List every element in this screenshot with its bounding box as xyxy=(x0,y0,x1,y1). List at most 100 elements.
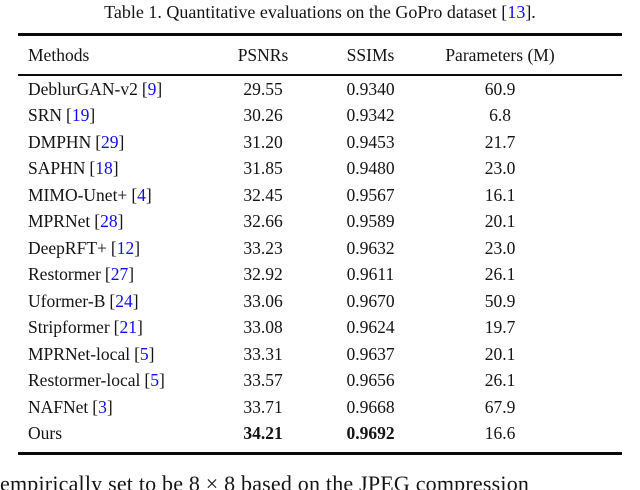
citation-link[interactable]: 12 xyxy=(116,237,135,258)
citation-bracket: ] xyxy=(112,158,119,179)
caption-text: ]. xyxy=(525,2,536,22)
psnr-cell: 33.06 xyxy=(243,290,283,311)
method-cell: MPRNet [28] xyxy=(18,211,213,232)
method-cell: MPRNet-local [5] xyxy=(18,344,213,365)
header-parameters: Parameters (M) xyxy=(445,44,555,65)
params-cell: 20.1 xyxy=(484,211,516,232)
citation-bracket: [ xyxy=(144,370,151,391)
citation-bracket: [ xyxy=(131,184,138,205)
citation-link[interactable]: 3 xyxy=(98,396,107,417)
method-cell: DMPHN [29] xyxy=(18,132,213,153)
citation-bracket: ] xyxy=(145,184,152,205)
citation-bracket: [ xyxy=(113,317,120,338)
table-body: DeblurGAN-v2 [9] 29.55 0.9340 60.9 SRN [19] 30.… xyxy=(18,76,622,447)
table-row: Restormer-local [5] 33.57 0.9656 26.1 xyxy=(18,368,622,395)
citation-link[interactable]: 9 xyxy=(147,78,157,99)
method-name: Restormer xyxy=(28,264,101,285)
table-row: SRN [19] 30.26 0.9342 6.8 xyxy=(18,103,622,130)
citation-bracket: ] xyxy=(89,105,96,126)
method-cell: SRN [19] xyxy=(18,105,213,126)
psnr-cell: 33.23 xyxy=(243,237,283,258)
table-row: Uformer-B [24] 33.06 0.9670 50.9 xyxy=(18,288,622,315)
table-row: DMPHN [29] 31.20 0.9453 21.7 xyxy=(18,129,622,156)
method-name: Restormer-local xyxy=(28,370,141,391)
table-row: MIMO-Unet+ [4] 32.45 0.9567 16.1 xyxy=(18,182,622,209)
psnr-cell: 32.45 xyxy=(243,184,283,205)
citation-link[interactable]: 4 xyxy=(137,184,146,205)
ssim-cell: 0.9453 xyxy=(346,131,395,152)
method-cell: DeepRFT+ [12] xyxy=(18,238,213,259)
citation-bracket: ] xyxy=(118,131,125,152)
citation-link[interactable]: 21 xyxy=(119,317,137,338)
citation-bracket: [ xyxy=(92,396,99,417)
ssim-cell: 0.9480 xyxy=(346,158,395,179)
citation-bracket: [ xyxy=(109,290,116,311)
method-name: DMPHN xyxy=(28,131,92,152)
header-ssims: SSIMs xyxy=(346,44,395,65)
table-row: NAFNet [3] 33.71 0.9668 67.9 xyxy=(18,394,622,421)
psnr-cell: 34.21 xyxy=(243,423,283,444)
psnr-cell: 33.57 xyxy=(243,370,283,391)
method-name: MPRNet-local xyxy=(28,343,131,364)
header-methods: Methods xyxy=(28,44,90,65)
citation-bracket: ] xyxy=(117,211,124,232)
citation-link[interactable]: 24 xyxy=(115,290,133,311)
psnr-cell: 30.26 xyxy=(243,105,283,126)
params-cell: 19.7 xyxy=(484,317,516,338)
ssim-cell: 0.9611 xyxy=(346,264,395,285)
method-name: DeblurGAN-v2 xyxy=(28,78,138,99)
method-cell: Uformer-B [24] xyxy=(18,291,213,312)
table-caption: Table 1. Quantitative evaluations on the… xyxy=(0,1,640,23)
header-psnrs: PSNRs xyxy=(237,44,289,65)
psnr-cell: 33.71 xyxy=(243,396,283,417)
table-row: Restormer [27] 32.92 0.9611 26.1 xyxy=(18,262,622,289)
method-name: DeepRFT+ xyxy=(28,237,107,258)
params-cell: 26.1 xyxy=(484,264,516,285)
citation-link[interactable]: 5 xyxy=(139,343,149,364)
params-cell: 21.7 xyxy=(484,131,516,152)
citation-bracket: [ xyxy=(89,158,96,179)
citation-link[interactable]: 5 xyxy=(150,370,159,391)
citation-bracket: ] xyxy=(132,290,139,311)
top-rule xyxy=(18,33,622,36)
citation-bracket: ] xyxy=(128,264,135,285)
citation-bracket: [ xyxy=(104,264,111,285)
method-cell: MIMO-Unet+ [4] xyxy=(18,185,213,206)
method-name: MIMO-Unet+ xyxy=(28,184,128,205)
ssim-cell: 0.9668 xyxy=(346,396,395,417)
citation-bracket: [ xyxy=(110,237,117,258)
table-row: Stripformer [21] 33.08 0.9624 19.7 xyxy=(18,315,622,342)
params-cell: 16.1 xyxy=(484,184,516,205)
params-cell: 16.6 xyxy=(484,423,516,444)
citation-bracket: ] xyxy=(134,237,141,258)
citation-link[interactable]: 27 xyxy=(110,264,129,285)
citation-link[interactable]: 28 xyxy=(100,211,118,232)
citation-bracket: ] xyxy=(106,396,113,417)
header-rule xyxy=(18,74,622,76)
method-name: SRN xyxy=(28,105,63,126)
citation-link[interactable]: 29 xyxy=(101,131,119,152)
citation-link[interactable]: 19 xyxy=(71,105,90,126)
caption-text: Table 1. Quantitative evaluations on the… xyxy=(104,2,508,22)
caption-citation-link[interactable]: 13 xyxy=(507,2,526,22)
table-row: DeblurGAN-v2 [9] 29.55 0.9340 60.9 xyxy=(18,76,622,103)
params-cell: 50.9 xyxy=(484,290,516,311)
ssim-cell: 0.9637 xyxy=(346,343,395,364)
ssim-cell: 0.9342 xyxy=(346,105,395,126)
params-cell: 20.1 xyxy=(484,343,516,364)
table-row: DeepRFT+ [12] 33.23 0.9632 23.0 xyxy=(18,235,622,262)
citation-bracket: ] xyxy=(156,78,163,99)
method-cell: DeblurGAN-v2 [9] xyxy=(18,79,213,100)
citation-bracket: [ xyxy=(94,211,101,232)
method-cell: Stripformer [21] xyxy=(18,317,213,338)
params-cell: 6.8 xyxy=(489,105,511,126)
method-cell: NAFNet [3] xyxy=(18,397,213,418)
citation-link[interactable]: 18 xyxy=(95,158,113,179)
method-name: Stripformer xyxy=(28,317,110,338)
method-name: NAFNet xyxy=(28,396,89,417)
ssim-cell: 0.9670 xyxy=(346,290,395,311)
method-cell: Restormer [27] xyxy=(18,264,213,285)
psnr-cell: 29.55 xyxy=(243,78,283,99)
table-row: SAPHN [18] 31.85 0.9480 23.0 xyxy=(18,156,622,183)
